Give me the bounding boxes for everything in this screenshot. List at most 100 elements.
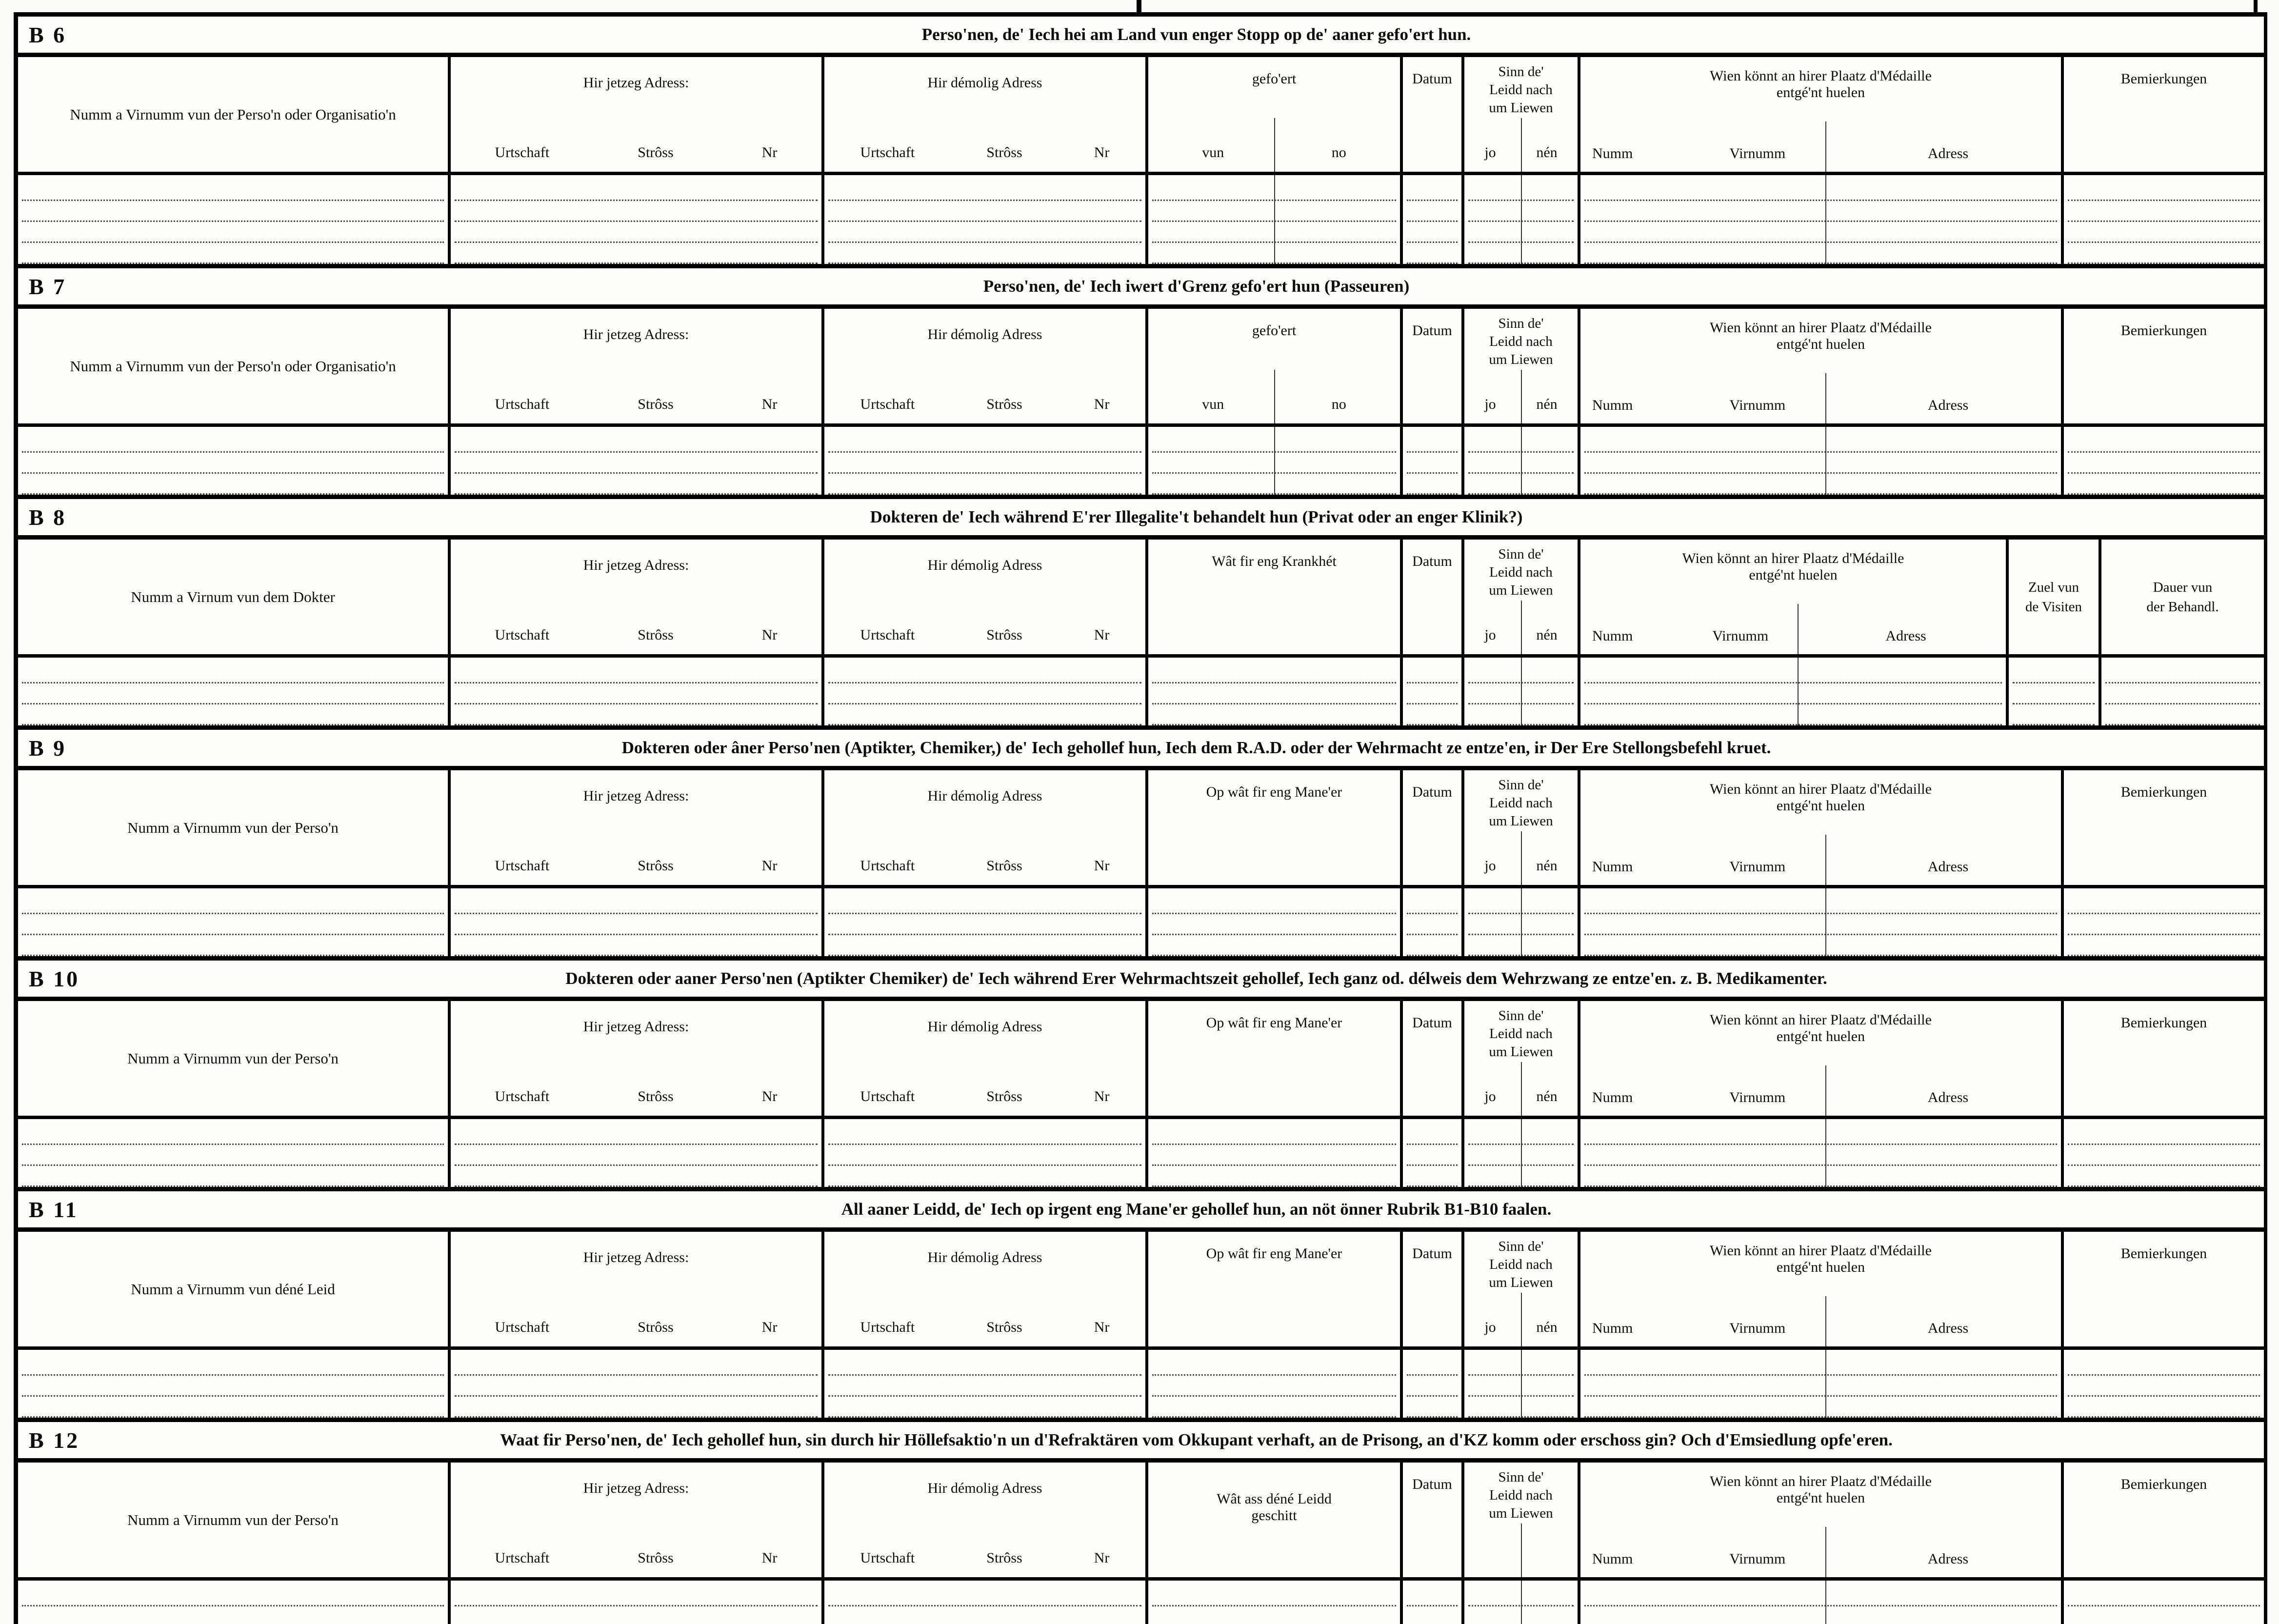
subcol-vun: vun <box>1202 396 1224 412</box>
alive-label-line1: Sinn de' <box>1498 546 1544 562</box>
entry-cell-name <box>18 427 451 495</box>
write-line <box>1584 1397 2057 1418</box>
visits-label-line2: de Visiten <box>2025 599 2082 615</box>
subcol-virnumm: Virnumm <box>1712 628 1769 644</box>
write-line <box>1407 704 1458 725</box>
write-line <box>1407 453 1458 474</box>
subcol-jo: jo <box>1484 1319 1496 1335</box>
write-line <box>22 243 444 264</box>
entry-cell-current-address <box>451 175 824 264</box>
write-line <box>1407 201 1458 222</box>
write-line <box>2068 201 2260 222</box>
section-b8: B 8 Dokteren de' Iech während E'rer Ille… <box>18 495 2264 725</box>
remarks-label: Bemierkungen <box>2120 1245 2207 1262</box>
write-line <box>455 432 818 453</box>
write-line <box>828 1145 1141 1166</box>
subcol-numm: Numm <box>1592 1551 1633 1567</box>
subcol-nen: nén <box>1536 1088 1558 1104</box>
col-header-current-address: Hir jetzeg Adress: Urtschaft Strôss Nr <box>451 540 824 654</box>
col-header-date: Datum <box>1403 309 1464 423</box>
former-address-label: Hir démolig Adress <box>927 557 1042 573</box>
col-header-alive: Sinn de' Leidd nach um Liewen <box>1464 1463 1580 1577</box>
subcol-nen: nén <box>1536 858 1558 874</box>
subcol-vun: vun <box>1202 144 1224 160</box>
col-header-name: Numm a Virnumm vun der Perso'n <box>18 1463 451 1577</box>
alive-label-line1: Sinn de' <box>1498 777 1544 793</box>
date-label: Datum <box>1412 322 1452 339</box>
write-line <box>1584 1124 2057 1145</box>
subcol-nr: Nr <box>761 858 778 874</box>
remarks-label: Bemierkungen <box>2120 1015 2207 1031</box>
write-line <box>1407 1606 1458 1624</box>
write-line <box>1407 1585 1458 1606</box>
subcol-jo: jo <box>1484 1088 1496 1104</box>
alive-label-line2: Leidd nach <box>1489 795 1553 811</box>
section-title: Perso'nen, de' Iech iwert d'Grenz gefo'e… <box>983 277 1410 296</box>
fate-label-line1: Wât ass déné Leidd <box>1217 1491 1332 1507</box>
write-line <box>2013 683 2095 704</box>
entry-rows <box>18 654 2264 725</box>
yes-no-subheaders: jo nén <box>1464 1319 1578 1336</box>
manner-label: Op wât fir eng Mane'er <box>1206 1245 1342 1262</box>
col-header-name-label: Numm a Virnumm vun der Perso'n <box>127 1049 339 1067</box>
subcol-virnumm: Virnumm <box>1729 859 1786 875</box>
write-line <box>1584 1585 2057 1606</box>
col-header-remarks: Bemierkungen <box>2064 1463 2264 1577</box>
write-line <box>1152 1376 1396 1397</box>
write-line <box>22 1145 444 1166</box>
write-line <box>1584 1355 2057 1376</box>
subcol-nen: nén <box>1536 144 1558 160</box>
subcol-nen: nén <box>1536 627 1558 643</box>
write-line <box>22 1585 444 1606</box>
entry-cell-medal <box>1580 1350 2064 1418</box>
medal-label-line1: Wien könnt an hirer Plaatz d'Médaille <box>1710 781 1932 797</box>
col-header-manner: Op wât fir eng Mane'er <box>1148 770 1403 885</box>
col-header-date: Datum <box>1403 1001 1464 1116</box>
write-line <box>2068 1606 2260 1624</box>
entry-rows <box>18 423 2264 495</box>
address-subheaders: Urtschaft Strôss Nr <box>451 1088 821 1105</box>
col-header-illness: Wât fir eng Krankhét <box>1148 540 1403 654</box>
entry-rows <box>18 1346 2264 1418</box>
address-subheaders: Urtschaft Strôss Nr <box>824 1319 1145 1336</box>
write-line <box>1152 1585 1396 1606</box>
write-line <box>2068 1585 2260 1606</box>
manner-label: Op wât fir eng Mane'er <box>1206 1015 1342 1031</box>
write-line <box>1152 893 1396 914</box>
remarks-label: Bemierkungen <box>2120 71 2207 87</box>
alive-label-line2: Leidd nach <box>1489 1487 1553 1503</box>
date-label: Datum <box>1412 553 1452 569</box>
col-header-current-address: Hir jetzeg Adress: Urtschaft Strôss Nr <box>451 1001 824 1116</box>
write-line <box>1407 432 1458 453</box>
subcolumn-divider <box>1825 834 1827 885</box>
address-subheaders: Urtschaft Strôss Nr <box>451 1319 821 1336</box>
former-address-label: Hir démolig Adress <box>927 1480 1042 1496</box>
entry-cell-current-address <box>451 658 824 725</box>
col-header-name-label: Numm a Virnumm vun der Perso'n oder Orga… <box>70 357 396 375</box>
subcol-numm: Numm <box>1592 628 1633 644</box>
section-number: B 11 <box>29 1197 79 1222</box>
subcol-adress: Adress <box>1927 859 1969 875</box>
write-line <box>455 453 818 474</box>
write-line <box>2068 243 2260 264</box>
write-line <box>1152 662 1396 683</box>
subcol-nr: Nr <box>1094 1088 1110 1104</box>
col-header-former-address: Hir démolig Adress Urtschaft Strôss Nr <box>824 57 1148 172</box>
remarks-label: Bemierkungen <box>2120 1476 2207 1492</box>
subcolumn-divider <box>1521 1581 1522 1624</box>
subcolumn-divider <box>1825 1526 1827 1577</box>
write-line <box>1584 683 2002 704</box>
subcolumn-divider <box>1825 121 1827 172</box>
col-header-name: Numm a Virnum vun dem Dokter <box>18 540 451 654</box>
col-header-remarks: Bemierkungen <box>2064 1232 2264 1346</box>
subcolumn-divider <box>1521 118 1522 172</box>
current-address-label: Hir jetzeg Adress: <box>583 326 689 342</box>
section-number: B 9 <box>29 735 67 761</box>
subcol-stross: Strôss <box>986 858 1022 874</box>
header-row: Numm a Virnumm vun der Perso'n oder Orga… <box>18 309 2264 423</box>
medal-label-line1: Wien könnt an hirer Plaatz d'Médaille <box>1710 1243 1932 1259</box>
subcol-stross: Strôss <box>986 396 1022 412</box>
former-address-label: Hir démolig Adress <box>927 788 1042 804</box>
entry-cell-alive <box>1464 175 1580 264</box>
